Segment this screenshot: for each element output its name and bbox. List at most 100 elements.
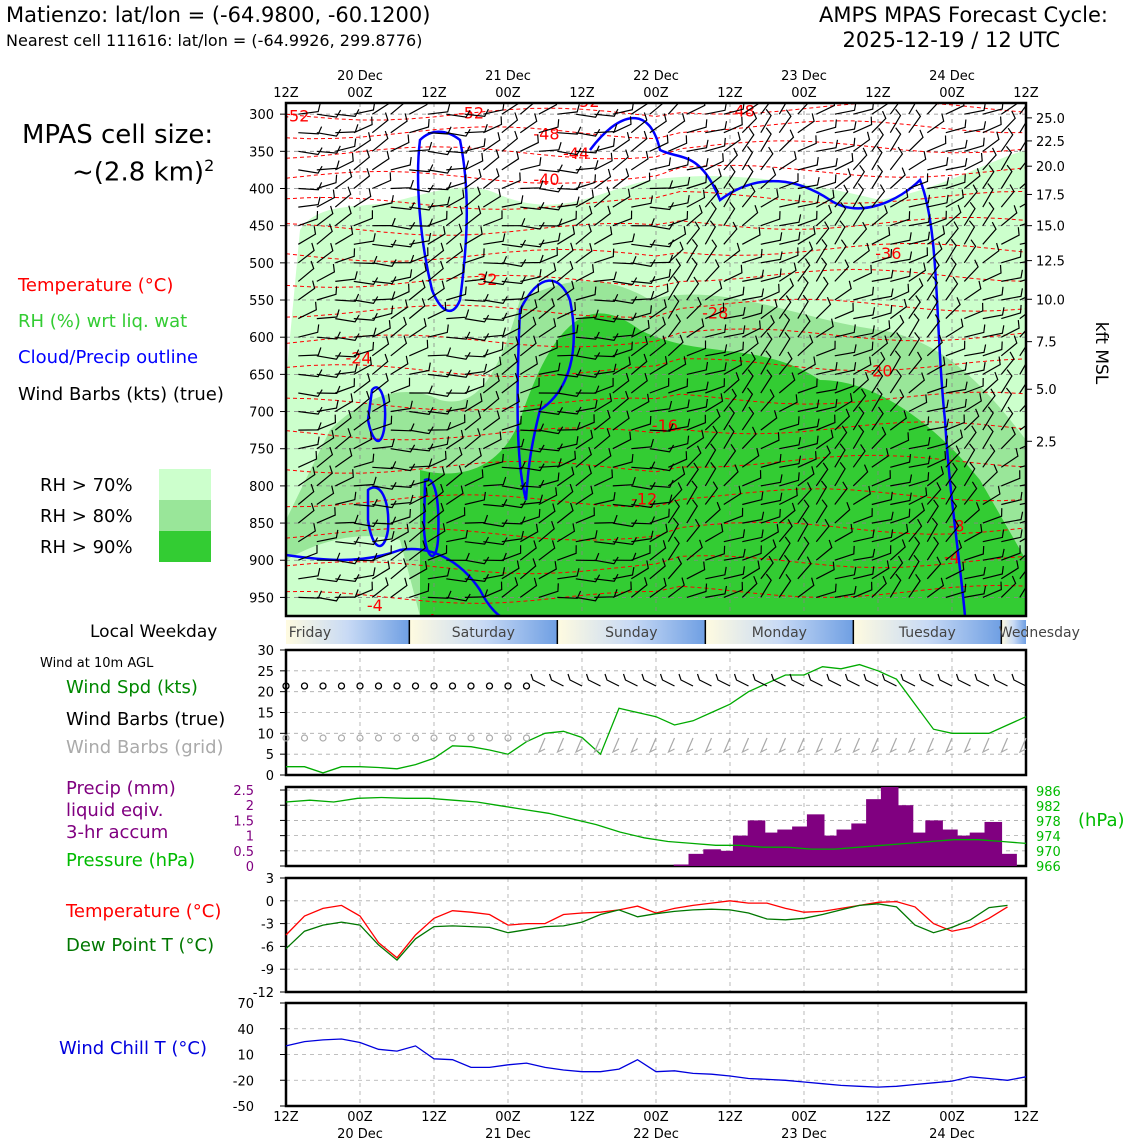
- wind-barb: [945, 398, 967, 413]
- wind-barb: [649, 157, 671, 171]
- wind-barb: [483, 499, 508, 508]
- isotherm-line: [286, 454, 1026, 474]
- wind-barb: [520, 377, 540, 394]
- wind-barb: [427, 389, 453, 398]
- wind-barb: [982, 508, 1003, 524]
- wind-barb: [834, 523, 853, 543]
- wind-barb: [871, 320, 891, 338]
- wind-barb: [1019, 160, 1026, 171]
- wind-barb: [686, 445, 702, 468]
- wind-barb: [649, 268, 671, 282]
- wind-barb: [612, 390, 629, 412]
- wind-barb: [1000, 560, 1019, 580]
- wind-barb: [778, 351, 793, 375]
- wind-barb: [834, 545, 855, 561]
- wind-barb: [501, 372, 519, 394]
- isotherm-line: [286, 584, 1026, 604]
- wind-barb: [779, 472, 800, 487]
- wind-barb: [889, 146, 904, 171]
- bottom-date-label: 23 Dec: [781, 1127, 827, 1140]
- wind-barb: [353, 537, 379, 546]
- wind-barb: [372, 259, 397, 267]
- wind-barb-grid: [852, 737, 861, 754]
- wind-barb: [409, 184, 434, 193]
- wind-barb: [742, 545, 762, 561]
- top-time-tick: 00Z: [495, 86, 521, 101]
- wind-barb: [593, 393, 613, 413]
- wind-barb: [871, 351, 886, 375]
- wind-barb: [834, 137, 856, 152]
- wind-barb: [575, 429, 594, 450]
- wind-barb: [334, 205, 352, 227]
- wind-barb: [445, 429, 464, 450]
- wind-barb: [982, 286, 1004, 301]
- wind-barb: [538, 583, 559, 598]
- wind-barb: [982, 406, 994, 431]
- wind-barb: [834, 393, 853, 413]
- wind-barb: [926, 103, 939, 115]
- precip-bar: [969, 832, 988, 866]
- wind-barb: [927, 418, 950, 431]
- wind-barb: [778, 262, 797, 282]
- wind-barb: [797, 225, 816, 245]
- wind-barb: [390, 523, 409, 543]
- precip-bar: [673, 864, 692, 866]
- wind-barb: [815, 539, 833, 561]
- wind-barb: [483, 431, 502, 450]
- wind-barb: [705, 153, 724, 171]
- wind-barb: [464, 152, 484, 171]
- wind-barb: [760, 298, 778, 320]
- pressure-tick-label: 400: [249, 183, 274, 198]
- calm-circle-grid: [485, 734, 494, 742]
- wind-barb: [464, 469, 484, 487]
- wind-barb: [871, 545, 892, 561]
- wind-barb: [593, 428, 611, 450]
- wind-barb: [557, 406, 582, 415]
- wind-barb: [797, 103, 809, 115]
- calm-circle-true: [356, 682, 364, 690]
- wind-barb: [963, 443, 976, 468]
- wind-barb: [852, 147, 868, 171]
- wind-barb: [853, 264, 873, 282]
- wind-barb: [705, 585, 728, 598]
- weekday-band: [853, 620, 1002, 644]
- wind-barb: [372, 195, 394, 208]
- wind-barb: [945, 340, 966, 357]
- dewpoint-line: [285, 903, 1008, 962]
- wind-barb-grid: [944, 737, 953, 754]
- wind-barb: [982, 388, 996, 412]
- weekday-band: [409, 620, 558, 644]
- cloud-outline-5: [422, 478, 440, 558]
- wind-barb: [464, 138, 486, 152]
- wind-barb: [316, 400, 339, 413]
- weekday-band: [705, 620, 854, 644]
- wind-barb: [298, 347, 322, 357]
- wind-barb: [557, 165, 582, 174]
- isotherm-label: -16: [652, 416, 678, 435]
- wind-barb: [519, 316, 537, 338]
- pressure-tick-label: 800: [249, 480, 274, 495]
- wind-barb: [908, 554, 920, 580]
- wind-barb: [889, 332, 903, 357]
- precip-bar: [732, 835, 751, 866]
- wind-barb: [779, 194, 801, 208]
- wind-barb: [298, 450, 318, 468]
- precip-bar: [984, 821, 1003, 866]
- wind-barb: [723, 485, 742, 506]
- windchill-ytick-label: 10: [237, 1049, 254, 1064]
- precip-ytick-label: 2: [246, 799, 254, 814]
- wind-barb: [483, 567, 506, 580]
- temp-ytick-label: -6: [261, 940, 274, 955]
- wind-barb: [464, 349, 489, 358]
- wind-barb: [483, 233, 506, 245]
- wind-barb: [445, 205, 463, 227]
- isotherm-line: [286, 328, 1026, 348]
- wind-barb: [908, 109, 922, 134]
- wind-barb: [594, 226, 613, 245]
- wind-barb: [427, 324, 449, 338]
- wind-barb: [704, 408, 721, 431]
- wind-barb: [557, 590, 582, 599]
- wind-barb: [963, 280, 982, 301]
- wind-barb: [612, 566, 635, 580]
- wind-barb: [594, 469, 614, 487]
